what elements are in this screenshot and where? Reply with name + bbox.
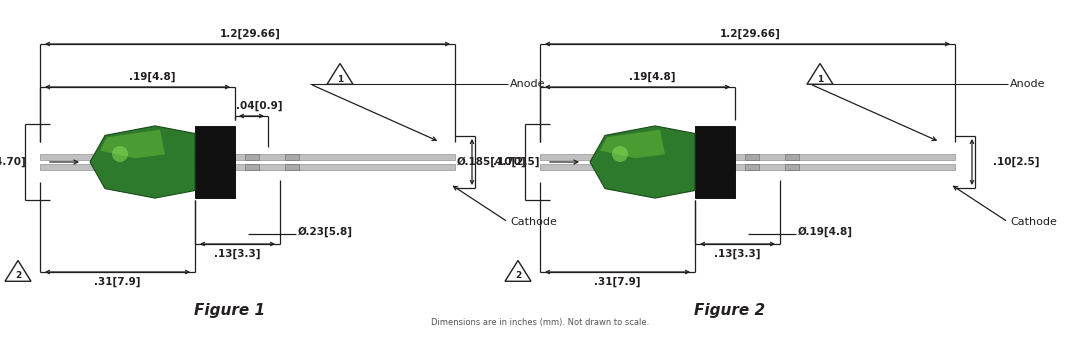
Text: .19[4.8]: .19[4.8] <box>630 72 676 82</box>
Text: .13[3.3]: .13[3.3] <box>214 249 260 259</box>
Bar <box>745 164 759 170</box>
Polygon shape <box>100 130 165 158</box>
Bar <box>245 154 259 160</box>
Text: 1.2[29.66]: 1.2[29.66] <box>719 29 781 39</box>
Text: .13[3.3]: .13[3.3] <box>714 249 760 259</box>
Text: Cathode: Cathode <box>510 217 557 227</box>
Text: Ø.19[4.8]: Ø.19[4.8] <box>798 227 853 237</box>
Text: 1: 1 <box>816 74 823 83</box>
Bar <box>540 154 955 160</box>
Text: .19[4.8]: .19[4.8] <box>130 72 176 82</box>
Bar <box>195 126 235 198</box>
Polygon shape <box>600 130 665 158</box>
Bar <box>40 154 455 160</box>
Bar <box>40 164 455 170</box>
Bar <box>540 164 955 170</box>
Text: .31[7.9]: .31[7.9] <box>94 277 140 287</box>
Text: Ø.23[5.8]: Ø.23[5.8] <box>298 227 353 237</box>
Text: Anode: Anode <box>1010 79 1045 89</box>
Text: Dimensions are in inches (mm). Not drawn to scale.: Dimensions are in inches (mm). Not drawn… <box>431 318 649 328</box>
Text: 1.2[29.66]: 1.2[29.66] <box>219 29 281 39</box>
Text: Figure 1: Figure 1 <box>194 303 266 317</box>
Bar <box>696 126 735 198</box>
Text: 2: 2 <box>515 271 522 281</box>
Text: Cathode: Cathode <box>1010 217 1057 227</box>
Polygon shape <box>90 126 195 198</box>
Bar <box>285 164 299 170</box>
Text: .31[7.9]: .31[7.9] <box>594 277 640 287</box>
Bar <box>745 154 759 160</box>
Text: Anode: Anode <box>510 79 545 89</box>
Text: 1: 1 <box>337 74 343 83</box>
Bar <box>785 154 799 160</box>
Text: .10[2.5]: .10[2.5] <box>492 157 540 167</box>
Text: Ø.185[4.70]: Ø.185[4.70] <box>0 157 27 167</box>
Bar <box>785 164 799 170</box>
Text: 2: 2 <box>15 271 22 281</box>
Text: .04[0.9]: .04[0.9] <box>237 101 283 111</box>
Text: Figure 2: Figure 2 <box>694 303 766 317</box>
Bar <box>245 164 259 170</box>
Text: .10[2.5]: .10[2.5] <box>993 157 1039 167</box>
Text: Ø.185[4.70]: Ø.185[4.70] <box>457 157 527 167</box>
Circle shape <box>112 146 129 162</box>
Polygon shape <box>590 126 696 198</box>
Circle shape <box>612 146 627 162</box>
Bar <box>285 154 299 160</box>
